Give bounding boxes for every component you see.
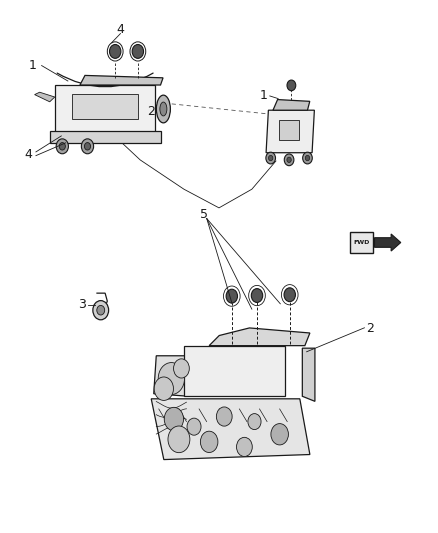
Polygon shape (35, 92, 55, 102)
Circle shape (93, 301, 109, 320)
Circle shape (110, 45, 121, 58)
Circle shape (287, 157, 291, 163)
Circle shape (271, 424, 288, 445)
Circle shape (248, 414, 261, 430)
Text: 2: 2 (147, 106, 155, 118)
FancyBboxPatch shape (55, 85, 155, 133)
Circle shape (168, 426, 190, 453)
Text: 1: 1 (260, 90, 268, 102)
FancyBboxPatch shape (49, 131, 160, 142)
Circle shape (132, 45, 144, 58)
Circle shape (237, 437, 252, 456)
Circle shape (85, 142, 91, 150)
Circle shape (284, 288, 296, 302)
Text: 2: 2 (366, 322, 374, 335)
Circle shape (226, 289, 237, 303)
Circle shape (97, 305, 105, 315)
Text: 4: 4 (117, 23, 124, 36)
FancyBboxPatch shape (350, 232, 373, 253)
Circle shape (81, 139, 94, 154)
Ellipse shape (160, 102, 167, 116)
Text: 3: 3 (78, 298, 86, 311)
Text: 5: 5 (200, 208, 208, 221)
Circle shape (158, 362, 184, 394)
Text: 1: 1 (29, 59, 37, 71)
Polygon shape (302, 348, 315, 401)
Text: 4: 4 (25, 148, 32, 161)
Polygon shape (266, 110, 314, 153)
Circle shape (173, 359, 189, 378)
Polygon shape (151, 399, 310, 459)
Polygon shape (273, 100, 310, 110)
FancyBboxPatch shape (72, 94, 138, 119)
Text: FWD: FWD (353, 240, 370, 245)
Circle shape (251, 288, 263, 302)
FancyBboxPatch shape (184, 346, 285, 397)
Ellipse shape (156, 95, 170, 123)
Polygon shape (209, 328, 310, 346)
FancyBboxPatch shape (279, 120, 300, 140)
Circle shape (284, 154, 294, 166)
Polygon shape (154, 356, 189, 397)
Circle shape (305, 156, 310, 161)
Circle shape (164, 407, 184, 431)
Polygon shape (80, 75, 163, 85)
Circle shape (187, 418, 201, 435)
Circle shape (59, 142, 65, 150)
Circle shape (303, 152, 312, 164)
Circle shape (201, 431, 218, 453)
Circle shape (287, 80, 296, 91)
FancyArrow shape (374, 234, 401, 251)
Circle shape (216, 407, 232, 426)
Circle shape (268, 156, 273, 161)
Circle shape (56, 139, 68, 154)
Circle shape (154, 377, 173, 400)
Circle shape (266, 152, 276, 164)
